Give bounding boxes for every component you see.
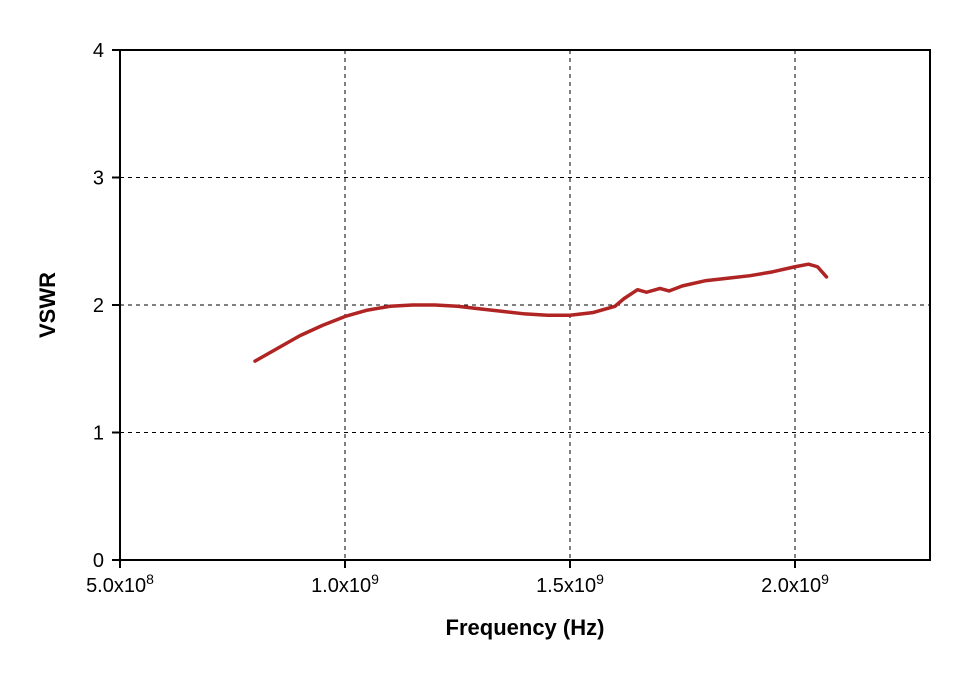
y-tick-label: 3	[93, 168, 104, 190]
y-tick-label: 0	[93, 550, 104, 572]
vswr-chart: 5.0x108 1.0x109 1.5x109 2.0x109 0 1 2 3 4 VSWR Fre…	[0, 0, 979, 689]
x-axis-label: Frequency (Hz)	[446, 615, 605, 640]
x-tick-label: 1.0x109	[311, 571, 379, 597]
x-tick-label: 5.0x108	[86, 571, 154, 597]
x-tick-label: 1.5x109	[536, 571, 604, 597]
y-tick-label: 1	[93, 423, 104, 445]
chart-svg: 5.0x108 1.0x109 1.5x109 2.0x109 0 1 2 3 4 VSWR Fre…	[0, 0, 979, 689]
y-tick-label: 2	[93, 295, 104, 317]
y-tick-label: 4	[93, 40, 104, 62]
x-tick-label: 2.0x109	[761, 571, 829, 597]
y-axis-label: VSWR	[35, 272, 60, 338]
